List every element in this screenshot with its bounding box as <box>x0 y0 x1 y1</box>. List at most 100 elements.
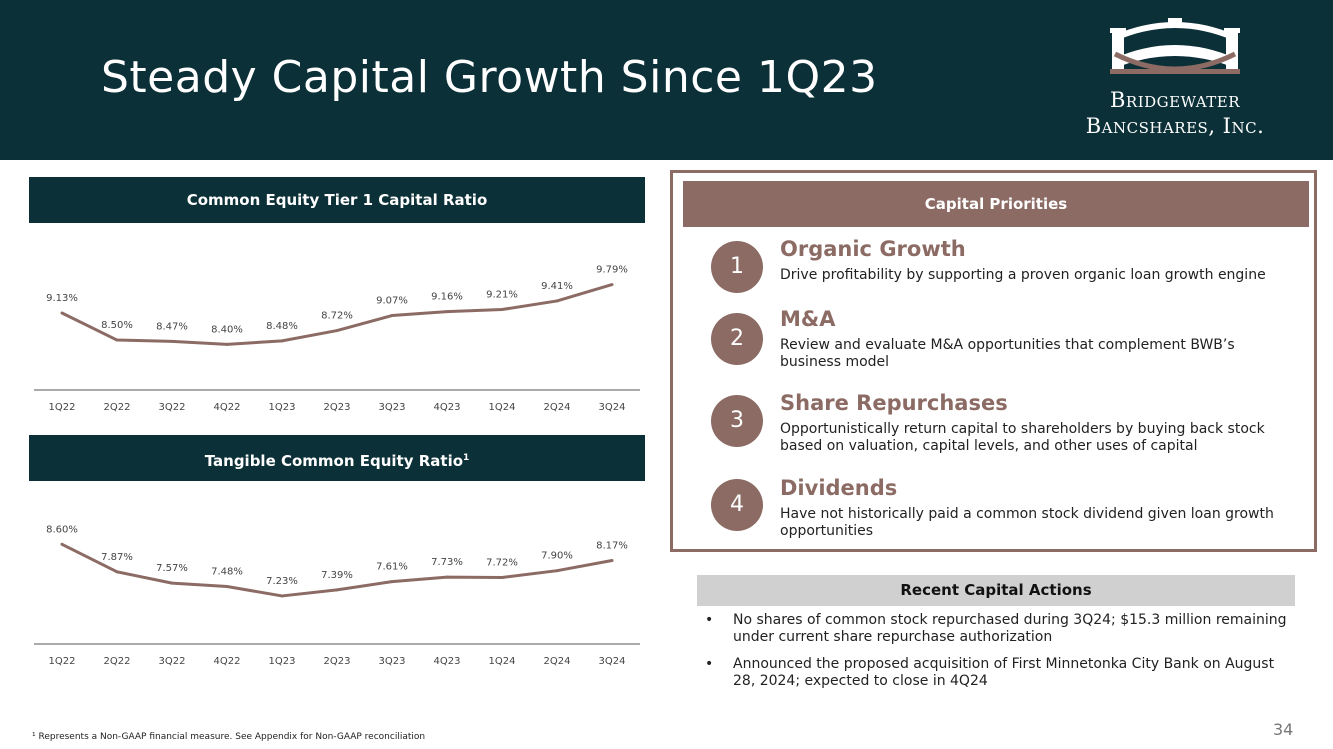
cet1-chart: 9.13% 1Q22 8.50% 2Q22 8.47% 3Q22 8.40% 4Q22 8.48… <box>34 265 640 413</box>
bullet-icon: • <box>705 612 714 628</box>
data-label: 7.39% <box>321 570 353 581</box>
header-bar: Steady Capital Growth Since 1Q23 Bridgew… <box>0 0 1333 160</box>
data-label: 9.41% <box>541 281 573 292</box>
data-label: 8.40% <box>211 324 243 335</box>
priority-title: Dividends <box>780 476 898 500</box>
x-tick-label: 3Q23 <box>379 402 406 413</box>
data-label: 9.13% <box>46 293 78 304</box>
x-tick-label: 4Q23 <box>434 402 461 413</box>
data-point <box>335 588 339 592</box>
list-item: • Announced the proposed acquisition of F… <box>705 656 1295 690</box>
x-tick-label: 2Q24 <box>544 402 571 413</box>
data-label: 9.16% <box>431 292 463 303</box>
data-point <box>500 575 504 579</box>
x-tick-label: 1Q22 <box>49 402 76 413</box>
x-tick-label: 3Q23 <box>379 656 406 667</box>
x-tick-label: 2Q22 <box>104 656 131 667</box>
priority-title: Organic Growth <box>780 237 966 261</box>
tce-title-text: Tangible Common Equity Ratio <box>204 452 464 470</box>
priority-description: Have not historically paid a common stoc… <box>780 506 1274 539</box>
priority-number-badge: 3 <box>711 395 763 447</box>
data-point <box>610 559 614 563</box>
data-label: 7.23% <box>266 576 298 587</box>
capital-priorities-panel: Capital Priorities 1 Organic Growth Driv… <box>670 170 1317 552</box>
data-point <box>610 283 614 287</box>
action-text: No shares of common stock repurchased du… <box>733 612 1287 645</box>
data-label: 8.48% <box>266 321 298 332</box>
x-tick-label: 3Q22 <box>159 402 186 413</box>
data-point <box>115 338 119 342</box>
page-number: 34 <box>1273 720 1294 739</box>
priority-description: Opportunistically return capital to shar… <box>780 421 1265 454</box>
priority-title: Share Repurchases <box>780 391 1008 415</box>
x-tick-label: 4Q23 <box>434 656 461 667</box>
recent-capital-actions-header: Recent Capital Actions <box>697 575 1295 606</box>
x-tick-label: 1Q23 <box>269 402 296 413</box>
data-label: 7.90% <box>541 551 573 562</box>
data-point <box>335 329 339 333</box>
x-tick-label: 1Q24 <box>489 656 516 667</box>
data-label: 8.60% <box>46 524 78 535</box>
x-tick-label: 3Q24 <box>599 656 626 667</box>
data-point <box>115 570 119 574</box>
data-point <box>445 310 449 314</box>
priority-number-badge: 2 <box>711 313 763 365</box>
data-label: 7.87% <box>101 552 133 563</box>
data-point <box>225 585 229 589</box>
x-tick-label: 4Q22 <box>214 402 241 413</box>
bridge-logo-icon <box>1110 18 1240 74</box>
data-label: 8.47% <box>156 321 188 332</box>
x-tick-label: 4Q22 <box>214 656 241 667</box>
logo-line-1: Bridgewater <box>1109 88 1241 112</box>
footnote: ¹ Represents a Non-GAAP financial measur… <box>32 732 426 742</box>
data-point <box>280 339 284 343</box>
data-point <box>555 299 559 303</box>
data-label: 9.21% <box>486 290 518 301</box>
data-point <box>500 308 504 312</box>
data-label: 7.72% <box>486 557 518 568</box>
bullet-icon: • <box>705 656 714 672</box>
x-tick-label: 1Q23 <box>269 656 296 667</box>
priority-description: Drive profitability by supporting a prov… <box>780 267 1266 283</box>
data-label: 7.48% <box>211 567 243 578</box>
priority-number-badge: 1 <box>711 241 763 293</box>
data-point <box>60 542 64 546</box>
tce-chart: 8.60% 1Q22 7.87% 2Q22 7.57% 3Q22 7.48% 4Q22 7.23… <box>34 524 640 667</box>
data-point <box>60 311 64 315</box>
priority-number-badge: 4 <box>711 479 763 531</box>
data-point <box>390 580 394 584</box>
tce-title-footnote-mark: 1 <box>463 453 470 463</box>
priority-title: M&A <box>780 307 836 331</box>
data-point <box>555 569 559 573</box>
x-tick-label: 1Q22 <box>49 656 76 667</box>
data-point <box>170 581 174 585</box>
action-text: Announced the proposed acquisition of Fi… <box>733 656 1275 689</box>
logo-line-2: Bancshares, Inc. <box>1085 114 1265 138</box>
page-title: Steady Capital Growth Since 1Q23 <box>101 52 878 103</box>
x-tick-label: 2Q23 <box>324 402 351 413</box>
data-point <box>170 339 174 343</box>
data-label: 8.72% <box>321 311 353 322</box>
tce-chart-title: Tangible Common Equity Ratio1 <box>29 435 645 481</box>
data-label: 7.61% <box>376 562 408 573</box>
data-label: 9.79% <box>596 265 628 276</box>
cet1-title-text: Common Equity Tier 1 Capital Ratio <box>186 191 488 209</box>
recent-capital-actions-list: • No shares of common stock repurchased d… <box>705 612 1295 700</box>
x-tick-label: 1Q24 <box>489 402 516 413</box>
capital-priorities-header: Capital Priorities <box>683 181 1309 227</box>
data-label: 8.50% <box>101 320 133 331</box>
data-label: 9.07% <box>376 296 408 307</box>
x-tick-label: 2Q24 <box>544 656 571 667</box>
data-point <box>445 575 449 579</box>
data-label: 8.17% <box>596 541 628 552</box>
cet1-chart-title: Common Equity Tier 1 Capital Ratio <box>29 177 645 223</box>
data-point <box>390 314 394 318</box>
data-label: 7.57% <box>156 563 188 574</box>
x-tick-label: 2Q22 <box>104 402 131 413</box>
data-point <box>280 594 284 598</box>
x-tick-label: 3Q24 <box>599 402 626 413</box>
priority-description: Review and evaluate M&A opportunities th… <box>780 337 1235 370</box>
x-tick-label: 3Q22 <box>159 656 186 667</box>
list-item: • No shares of common stock repurchased d… <box>705 612 1295 646</box>
company-logo: Bridgewater Bancshares, Inc. <box>1060 14 1290 144</box>
